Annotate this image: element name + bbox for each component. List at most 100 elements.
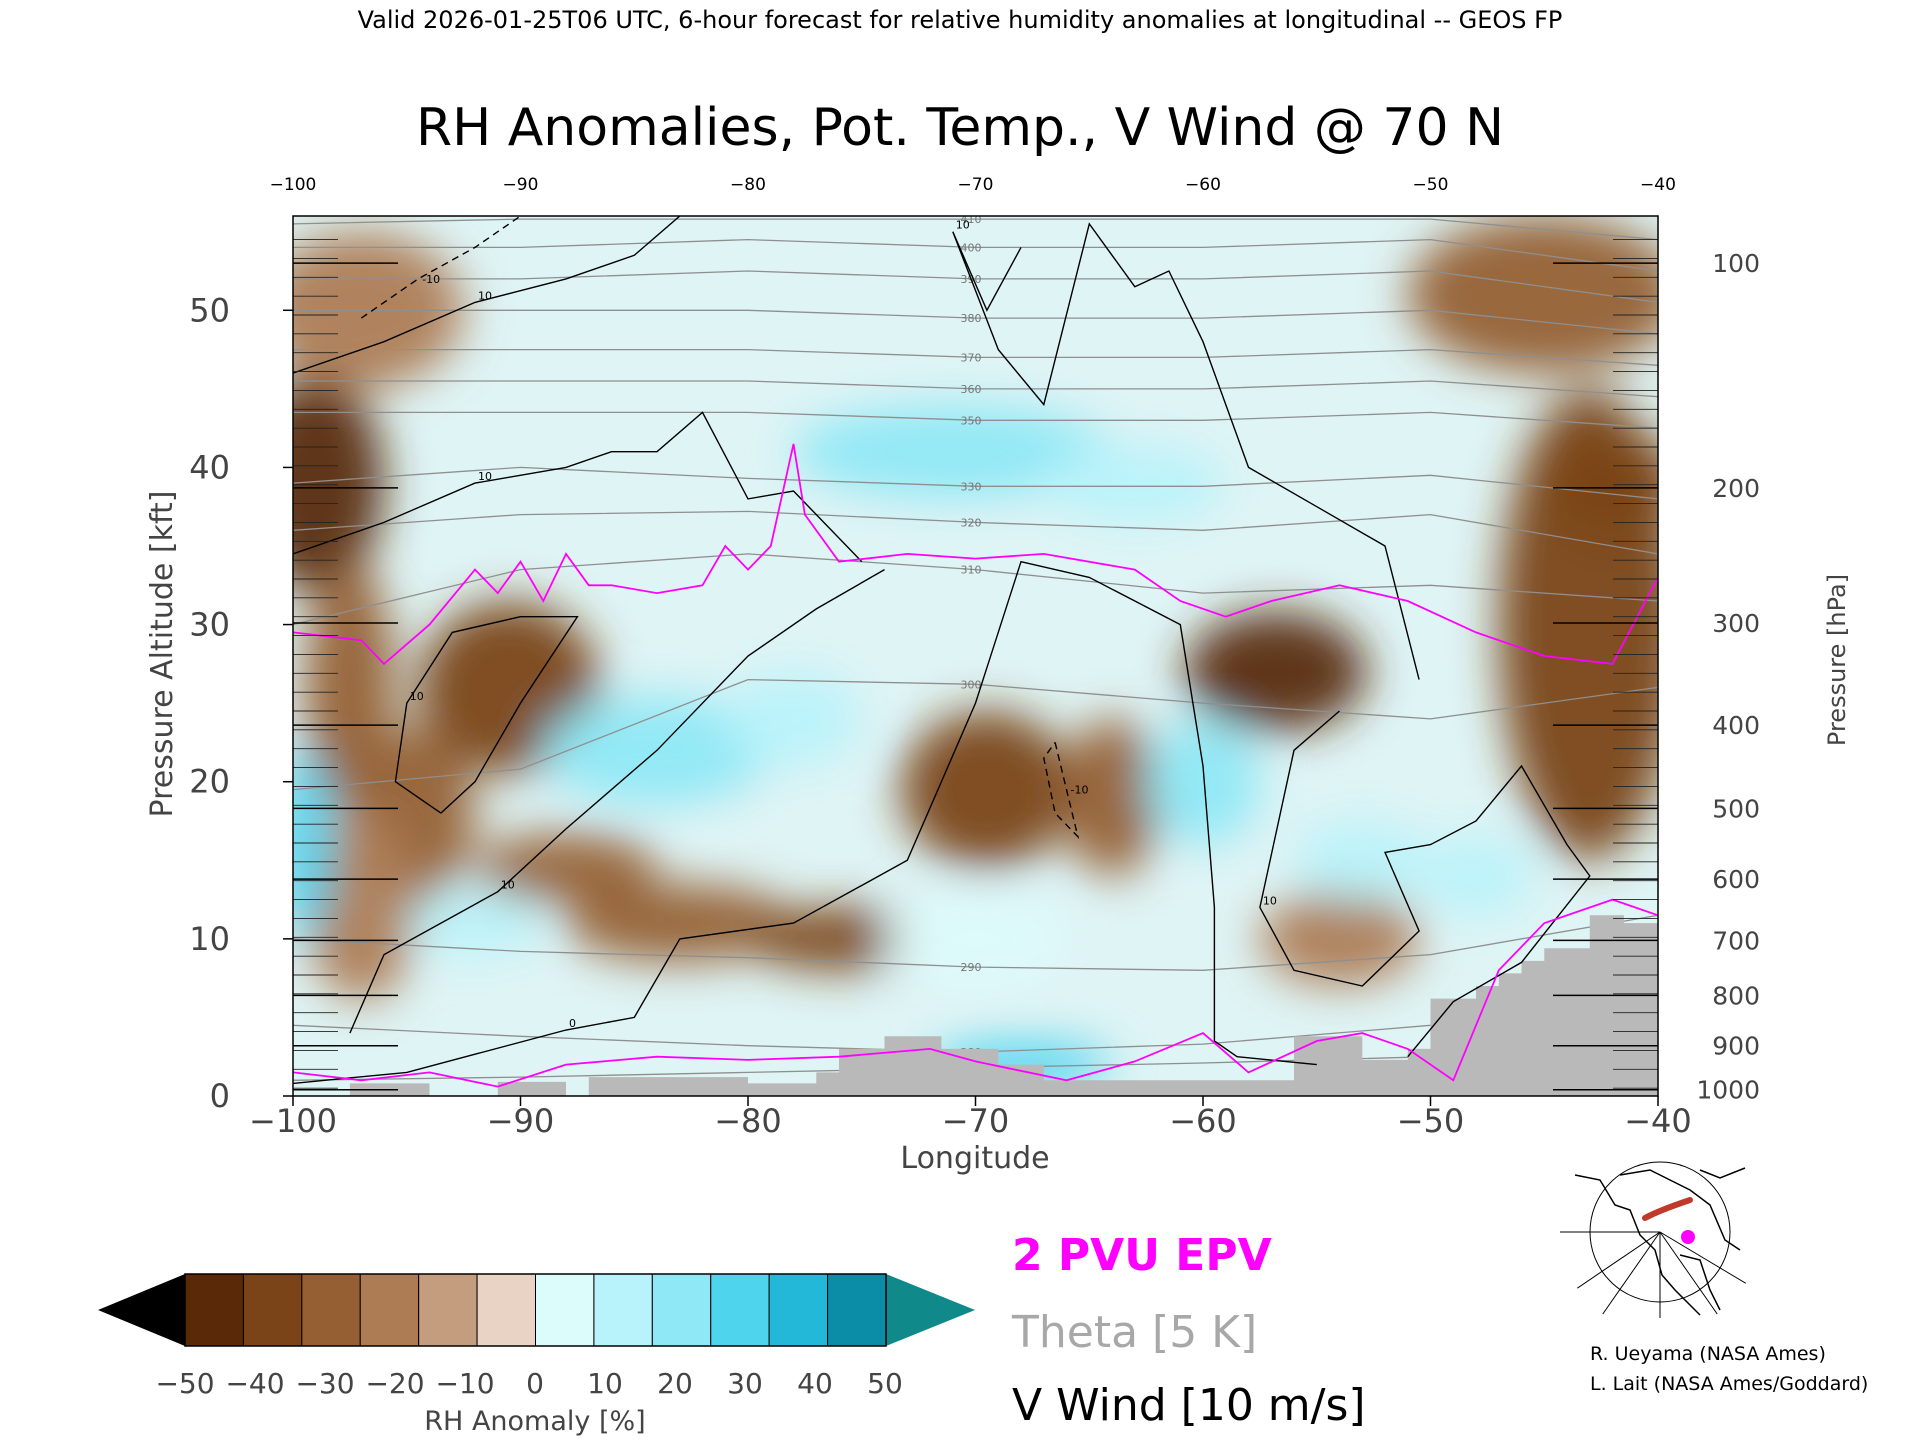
locator-map-marker bbox=[1681, 1230, 1695, 1244]
x-tick-label: −50 bbox=[1397, 1102, 1465, 1140]
theta-contour-290 bbox=[293, 914, 1658, 971]
x-tick-label: −80 bbox=[714, 1102, 782, 1140]
colorbar-tick-label: −40 bbox=[225, 1367, 284, 1400]
pressure-tick-label: 700 bbox=[1712, 926, 1760, 955]
theta-contour-300 bbox=[293, 678, 1658, 791]
theta-label-350: 350 bbox=[961, 414, 982, 427]
rh-anomaly-blob-20 bbox=[1146, 718, 1260, 845]
x-tick-label: −40 bbox=[1624, 1102, 1692, 1140]
pressure-tick-label: 200 bbox=[1712, 474, 1760, 503]
colorbar: −50 −40 −30 −20 −10 0 10 20 30 40 50 bbox=[98, 1273, 975, 1400]
x-top-tick-label: −90 bbox=[503, 175, 539, 195]
vwind-dashed-0 bbox=[1043, 741, 1080, 840]
colorbar-segment-7 bbox=[593, 1273, 653, 1347]
colorbar-segment-4 bbox=[418, 1273, 478, 1347]
vwind-label-6: 10 bbox=[1263, 894, 1277, 907]
vwind-dashed-1 bbox=[360, 216, 521, 319]
x-top-tick-label: −40 bbox=[1640, 175, 1676, 195]
theta-label-400: 400 bbox=[961, 241, 982, 254]
colorbar-segment-6 bbox=[535, 1273, 595, 1347]
theta-contour-380 bbox=[293, 309, 1658, 335]
rh-anomaly-blob-25 bbox=[884, 891, 1067, 986]
pressure-tick-label: 600 bbox=[1712, 865, 1760, 894]
vwind-contour-3 bbox=[349, 568, 885, 1034]
theta-contour-320 bbox=[293, 510, 1658, 555]
terrain-fill bbox=[293, 915, 1658, 1096]
colorbar-tick-label: −20 bbox=[365, 1367, 424, 1400]
rh-anomaly-blobs bbox=[293, 216, 1658, 1089]
rh-anomaly-blob-17 bbox=[1043, 443, 1226, 523]
legend-pvu: 2 PVU EPV bbox=[1012, 1230, 1272, 1281]
y-axis-label-left: Pressure Altitude [kft] bbox=[145, 491, 180, 818]
vwind-contour-1 bbox=[293, 411, 863, 563]
theta-label-310: 310 bbox=[961, 564, 982, 577]
terrain-mask bbox=[293, 915, 1658, 1096]
pressure-tick-label: 1000 bbox=[1696, 1076, 1760, 1105]
pressure-tick-label: 900 bbox=[1712, 1032, 1760, 1061]
theta-contour-370 bbox=[293, 348, 1658, 366]
colorbar-segment-9 bbox=[710, 1273, 770, 1347]
vwind-contour-4 bbox=[293, 560, 1317, 1085]
vwind-label-2: 10 bbox=[410, 690, 424, 703]
colorbar-tick-label: 10 bbox=[587, 1367, 623, 1400]
colorbar-segment-11 bbox=[827, 1273, 887, 1347]
vwind-contour-6 bbox=[1259, 710, 1591, 1058]
y-tick-label: 30 bbox=[189, 606, 230, 644]
rh-anomaly-field bbox=[293, 216, 1658, 1089]
x-top-tick-label: −60 bbox=[1185, 175, 1221, 195]
theta-contour-410 bbox=[293, 218, 1658, 241]
rh-anomaly-blob-10 bbox=[1184, 612, 1367, 732]
pvu-line-tropopause bbox=[293, 443, 1658, 666]
theta-label-300: 300 bbox=[961, 678, 982, 691]
theta-contour-350 bbox=[293, 411, 1658, 429]
x-tick-label: −100 bbox=[249, 1102, 337, 1140]
pressure-tick-label: 800 bbox=[1712, 981, 1760, 1010]
theta-label-410: 410 bbox=[961, 213, 982, 226]
vwind-label-4: 0 bbox=[569, 1017, 576, 1030]
colorbar-segment-5 bbox=[476, 1273, 537, 1347]
legend-theta: Theta [5 K] bbox=[1011, 1307, 1257, 1358]
credit-line-1: R. Ueyama (NASA Ames) bbox=[1590, 1343, 1826, 1365]
theta-label-380: 380 bbox=[961, 312, 982, 325]
theta-contour-360 bbox=[293, 380, 1658, 398]
axes: −100 −100 −90 −90 −80 −80 −70 −70 −60 −60 −50 −50 −4… bbox=[189, 175, 1760, 1140]
theta-contour-390 bbox=[293, 270, 1658, 304]
rh-anomaly-blob-1 bbox=[304, 561, 396, 814]
x-top-tick-label: −100 bbox=[270, 175, 317, 195]
vwind-dashed-label-0: -10 bbox=[1071, 784, 1089, 797]
colorbar-tick-label: 30 bbox=[727, 1367, 763, 1400]
pvu-lines bbox=[293, 443, 1658, 1088]
chart-title: RH Anomalies, Pot. Temp., V Wind @ 70 N bbox=[416, 98, 1504, 158]
locator-map-transect bbox=[1642, 1197, 1693, 1221]
colorbar-segment-0 bbox=[184, 1273, 244, 1347]
colorbar-segment-2 bbox=[301, 1273, 361, 1347]
rh-anomaly-blob-15 bbox=[1407, 216, 1658, 374]
pressure-tick-label: 400 bbox=[1712, 711, 1760, 740]
colorbar-segment-10 bbox=[768, 1273, 829, 1347]
theta-contour-330 bbox=[293, 466, 1658, 500]
theta-contour-310 bbox=[293, 553, 1658, 626]
vwind-dashed-label-1: -10 bbox=[422, 273, 440, 286]
rh-anomaly-blob-13 bbox=[1544, 428, 1658, 539]
rh-anomaly-blob-22 bbox=[406, 891, 544, 955]
colorbar-segment-8 bbox=[651, 1273, 712, 1347]
rh-anomaly-blob-21 bbox=[293, 750, 332, 939]
colorbar-tick-label: 20 bbox=[657, 1367, 693, 1400]
vwind-label-0: 10 bbox=[478, 289, 492, 302]
vwind-label-5: 10 bbox=[956, 219, 970, 232]
theta-contours: 2702802903003103203303503603703803904004… bbox=[293, 213, 1658, 1081]
x-top-tick-label: −50 bbox=[1413, 175, 1449, 195]
vwind-label-1: 10 bbox=[478, 470, 492, 483]
valid-time-header: Valid 2026-01-25T06 UTC, 6-hour forecast… bbox=[358, 6, 1563, 34]
rh-anomaly-blob-24 bbox=[1419, 836, 1533, 916]
pvu-line-low bbox=[293, 898, 1658, 1088]
rh-anomaly-blob-11 bbox=[1259, 891, 1420, 986]
pressure-tick-label: 300 bbox=[1712, 609, 1760, 638]
rh-anomaly-blob-6 bbox=[566, 883, 794, 963]
y-tick-label: 10 bbox=[189, 920, 230, 958]
locator-map-coastlines bbox=[1574, 1167, 1746, 1316]
colorbar-tick-label: −50 bbox=[155, 1367, 214, 1400]
rh-anomaly-blob-5 bbox=[475, 833, 657, 903]
locator-map-frame bbox=[1560, 1165, 1757, 1318]
